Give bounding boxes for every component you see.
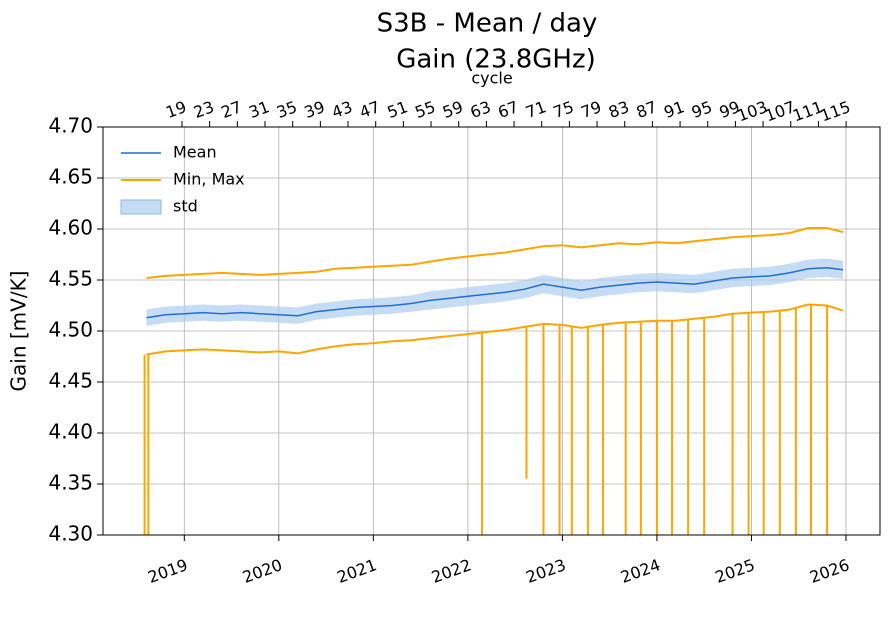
x2-axis-label: cycle [471, 69, 512, 88]
x2-tick-label: 75 [551, 97, 577, 122]
y-tick-label: 4.30 [48, 522, 93, 546]
y-tick-label: 4.65 [48, 165, 93, 189]
x-tick-label: 2022 [429, 555, 474, 587]
x2-tick-label: 39 [302, 97, 328, 122]
y-axis-label: Gain [mV/K] [7, 271, 31, 392]
y-tick-label: 4.70 [48, 114, 93, 138]
y-tick-label: 4.45 [48, 369, 93, 393]
x-tick-label: 2024 [618, 555, 663, 587]
x2-tick-label: 87 [634, 97, 660, 122]
min-line [146, 303, 844, 356]
x2-tick-label: 19 [163, 97, 189, 122]
y-tick-label: 4.55 [48, 267, 93, 291]
x2-tick-label: 35 [274, 97, 300, 122]
legend-label: std [173, 197, 198, 216]
x-tick-label: 2023 [524, 555, 569, 587]
plot-area [143, 227, 844, 535]
x2-tick-label: 43 [329, 97, 355, 122]
x2-tick-label: 55 [412, 97, 438, 122]
x2-tick-label: 47 [357, 97, 383, 122]
chart-subtitle: Gain (23.8GHz) [396, 45, 596, 75]
chart-title: S3B - Mean / day [377, 9, 598, 39]
x-tick-label: 2021 [334, 555, 379, 587]
x-tick-label: 2025 [713, 555, 758, 587]
x2-tick-label: 67 [495, 97, 521, 122]
mean-line [146, 267, 844, 319]
y-tick-label: 4.40 [48, 420, 93, 444]
max-line [146, 227, 844, 279]
x2-tick-label: 79 [578, 97, 604, 122]
y-tick-label: 4.35 [48, 471, 93, 495]
std-band [146, 258, 844, 326]
x2-tick-label: 63 [468, 97, 494, 122]
legend-swatch [120, 199, 162, 215]
y-tick-label: 4.60 [48, 216, 93, 240]
x2-tick-label: 59 [440, 97, 466, 122]
x-tick-label: 2026 [807, 555, 852, 587]
x2-tick-label: 95 [689, 97, 715, 122]
x2-tick-label: 31 [246, 97, 272, 122]
y-tick-label: 4.50 [48, 318, 93, 342]
x2-tick-label: 51 [385, 97, 411, 122]
x2-tick-label: 115 [818, 97, 853, 125]
x2-tick-label: 71 [523, 97, 549, 122]
plot-frame [102, 126, 881, 536]
x2-tick-label: 27 [219, 97, 245, 122]
legend-label: Min, Max [173, 170, 245, 189]
x-tick-label: 2019 [145, 555, 190, 587]
x-tick-label: 2020 [240, 555, 285, 587]
x2-tick-label: 23 [191, 97, 217, 122]
x2-tick-label: 91 [661, 97, 687, 122]
legend-label: Mean [173, 143, 217, 162]
x2-tick-label: 83 [606, 97, 632, 122]
